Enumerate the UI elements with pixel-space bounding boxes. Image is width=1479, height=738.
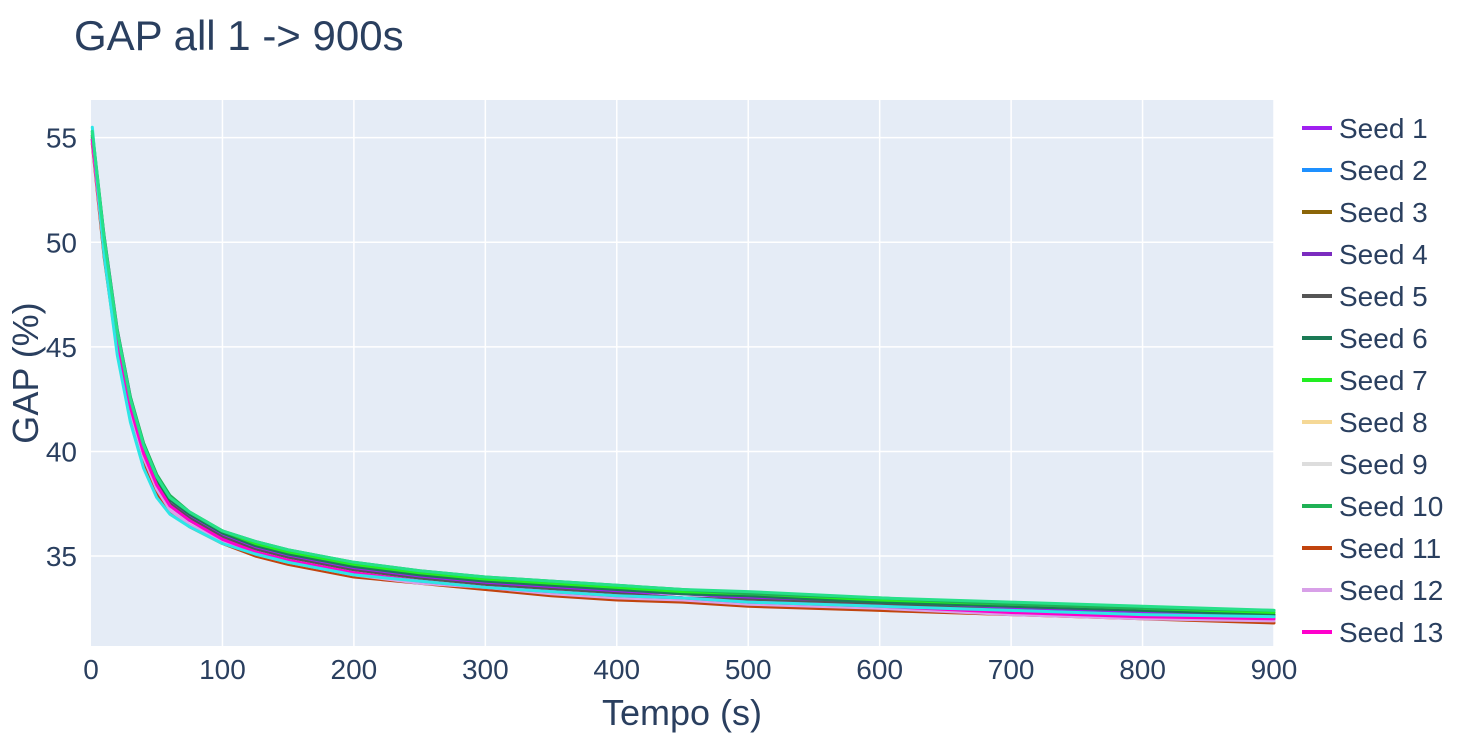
legend-label: Seed 1 <box>1339 113 1428 144</box>
grid-lines <box>91 100 1275 646</box>
x-tick-label: 700 <box>988 654 1035 685</box>
series-lines <box>90 125 1276 625</box>
legend-label: Seed 7 <box>1339 365 1428 396</box>
x-tick-label: 200 <box>331 654 378 685</box>
legend-item[interactable]: Seed 8 <box>1302 407 1428 438</box>
y-tick-label: 55 <box>46 123 77 154</box>
legend-label: Seed 3 <box>1339 197 1428 228</box>
y-tick-label: 35 <box>46 541 77 572</box>
y-tick-label: 40 <box>46 436 77 467</box>
x-tick-label: 600 <box>856 654 903 685</box>
legend-item[interactable]: Seed 5 <box>1302 281 1428 312</box>
x-tick-label: 400 <box>593 654 640 685</box>
legend-item[interactable]: Seed 6 <box>1302 323 1428 354</box>
y-axis-title: GAP (%) <box>5 302 46 443</box>
legend[interactable]: Seed 1 Seed 2 Seed 3 Seed 4 Seed 5 Seed 6 Seed… <box>1302 113 1443 648</box>
legend-label: Seed 11 <box>1339 533 1441 564</box>
chart-title: GAP all 1 -> 900s <box>74 12 404 59</box>
y-tick-label: 45 <box>46 332 77 363</box>
legend-label: Seed 9 <box>1339 449 1428 480</box>
legend-label: Seed 10 <box>1339 491 1443 522</box>
legend-label: Seed 5 <box>1339 281 1428 312</box>
x-tick-label: 800 <box>1119 654 1166 685</box>
x-axis-ticks: 0 100 200 300 400 500 600 700 800 900 <box>83 654 1297 685</box>
legend-item[interactable]: Seed 12 <box>1302 575 1443 606</box>
legend-item[interactable]: Seed 9 <box>1302 449 1428 480</box>
x-tick-label: 500 <box>725 654 772 685</box>
plot-background <box>91 100 1274 646</box>
x-tick-label: 300 <box>462 654 509 685</box>
legend-label: Seed 6 <box>1339 323 1428 354</box>
x-tick-label: 900 <box>1251 654 1298 685</box>
legend-label: Seed 13 <box>1339 617 1443 648</box>
x-tick-label: 100 <box>199 654 246 685</box>
legend-item[interactable]: Seed 2 <box>1302 155 1428 186</box>
x-tick-label: 0 <box>83 654 99 685</box>
legend-item[interactable]: Seed 7 <box>1302 365 1428 396</box>
legend-item[interactable]: Seed 13 <box>1302 617 1443 648</box>
legend-item[interactable]: Seed 11 <box>1302 533 1441 564</box>
series-line-15 <box>90 129 1276 612</box>
y-axis-ticks: 35 40 45 50 55 <box>46 123 77 572</box>
legend-item[interactable]: Seed 1 <box>1302 113 1428 144</box>
series-line-14 <box>90 125 1276 619</box>
legend-item[interactable]: Seed 3 <box>1302 197 1428 228</box>
legend-label: Seed 8 <box>1339 407 1428 438</box>
legend-item[interactable]: Seed 10 <box>1302 491 1443 522</box>
legend-label: Seed 4 <box>1339 239 1428 270</box>
legend-item[interactable]: Seed 4 <box>1302 239 1428 270</box>
legend-label: Seed 12 <box>1339 575 1443 606</box>
x-axis-title: Tempo (s) <box>602 692 762 733</box>
y-tick-label: 50 <box>46 227 77 258</box>
legend-label: Seed 2 <box>1339 155 1428 186</box>
